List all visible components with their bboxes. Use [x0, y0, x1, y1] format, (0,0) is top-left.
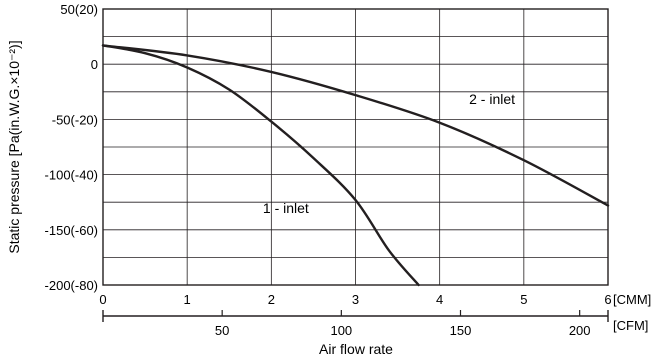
axes — [102, 310, 609, 322]
series-line-1-inlet — [101, 44, 420, 287]
x-tick-label-cfm: 50 — [215, 323, 229, 338]
x-axis-title: Air flow rate — [319, 341, 393, 357]
series-annotation-1: 2 - inlet — [469, 91, 515, 107]
x-tick-label-cfm: 200 — [569, 323, 591, 338]
grid-lines — [102, 8, 609, 286]
x-tick-label-cmm: 1 — [184, 292, 191, 307]
x-tick-label-cmm: 6 — [604, 292, 611, 307]
series-line-2-inlet — [101, 44, 610, 207]
x-tick-label-cmm: 4 — [436, 292, 443, 307]
y-tick-label: 0 — [91, 57, 98, 72]
tick-labels: 0 1 2 3 4 5 6 50(20) 0 -50(-20) -100(-40) -150(-60)… — [45, 2, 612, 338]
y-tick-label: -50(-20) — [52, 112, 98, 127]
x-tick-label-cfm: 100 — [330, 323, 352, 338]
y-tick-label: 50(20) — [60, 2, 98, 17]
y-axis-title: Static pressure [Pa(in.W.G.×10⁻²)] — [6, 40, 22, 253]
x-tick-label-cmm: 3 — [352, 292, 359, 307]
y-tick-label: -150(-60) — [45, 223, 98, 238]
x-tick-label-cmm: 5 — [520, 292, 527, 307]
x-tick-label-cfm: 150 — [450, 323, 472, 338]
x-unit-cmm: [CMM] — [613, 292, 651, 307]
x-unit-cfm: [CFM] — [613, 318, 648, 333]
plot-frame — [102, 8, 609, 286]
y-tick-label: -100(-40) — [45, 168, 98, 183]
x-tick-label-cmm: 2 — [268, 292, 275, 307]
series-annotation-2: 1 - inlet — [263, 200, 309, 216]
x-tick-label-cmm: 0 — [99, 292, 106, 307]
series-lines — [101, 44, 610, 287]
y-tick-label: -200(-80) — [45, 278, 98, 293]
